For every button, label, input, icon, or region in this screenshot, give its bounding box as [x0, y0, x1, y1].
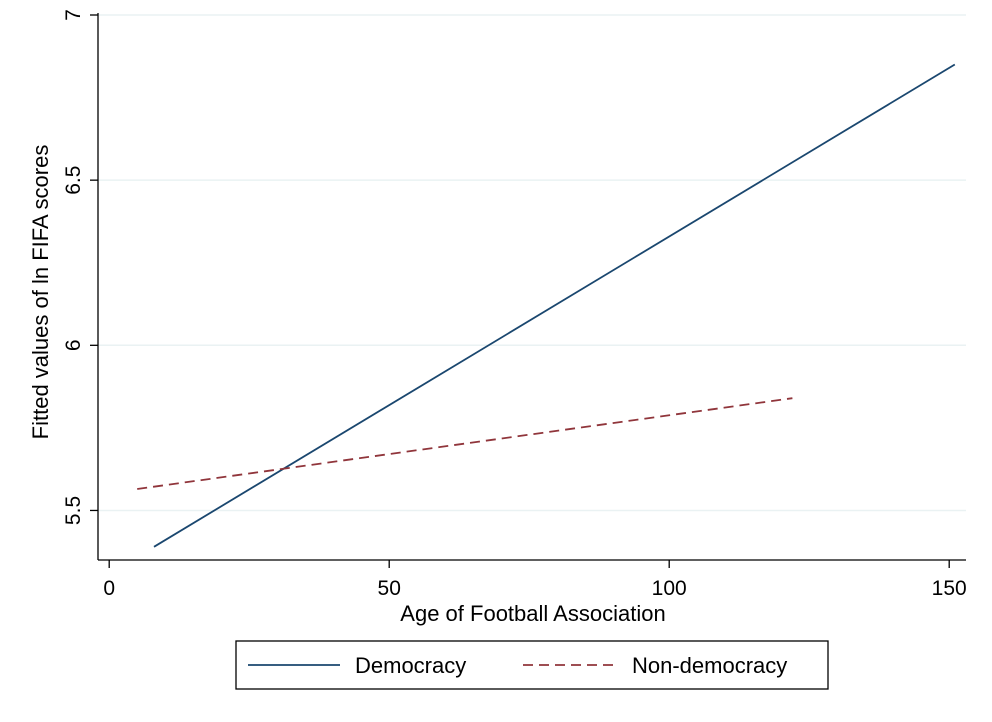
legend: Democracy Non-democracy: [235, 640, 829, 690]
x-tick-label-1: 50: [378, 577, 401, 600]
x-tick-label-2: 100: [652, 577, 687, 600]
x-axis-title: Age of Football Association: [400, 601, 665, 626]
x-tick-label-3: 150: [932, 577, 967, 600]
y-tick-label-0: 5.5: [62, 496, 85, 525]
legend-label-1: Non-democracy: [632, 653, 787, 678]
axes: [97, 13, 966, 561]
y-tick-label-3: 7: [62, 9, 85, 21]
x-tick-label-0: 0: [103, 577, 115, 600]
series-lines: [137, 63, 956, 548]
legend-label-0: Democracy: [355, 653, 466, 678]
ticks: 5.5 6 6.5 7 0 50 100 150: [62, 9, 967, 600]
series-line-non-democracy: [137, 397, 793, 490]
y-tick-label-1: 6: [62, 339, 85, 351]
y-axis-title: Fitted values of ln FIFA scores: [28, 145, 53, 440]
y-tick-label-2: 6.5: [62, 166, 85, 195]
series-line-democracy: [153, 63, 956, 548]
gridlines: [98, 14, 966, 512]
